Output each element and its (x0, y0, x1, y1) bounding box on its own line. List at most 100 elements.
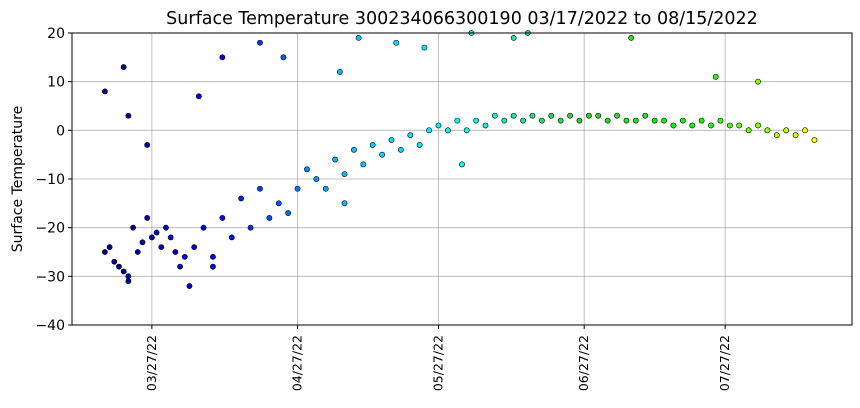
data-point (802, 127, 808, 134)
data-point (510, 34, 517, 41)
data-point (106, 244, 113, 251)
x-axis-ticks: 03/27/22 04/27/22 05/27/22 06/27/22 07/27/22 (144, 325, 732, 391)
data-point (341, 171, 348, 178)
chart-title: Surface Temperature 300234066300190 03/1… (166, 9, 758, 29)
data-point (228, 234, 235, 241)
data-point (745, 127, 752, 134)
data-point (219, 54, 226, 61)
data-point (388, 137, 395, 143)
data-point (148, 234, 155, 241)
data-point (529, 112, 536, 119)
data-point (125, 112, 132, 119)
data-point (473, 117, 479, 124)
grid-lines (72, 32, 852, 326)
data-point (360, 161, 367, 168)
y-tick-label: 10 (47, 75, 65, 91)
data-point (628, 34, 635, 41)
data-point (200, 224, 207, 231)
data-point (670, 122, 677, 129)
data-point (266, 215, 273, 221)
data-point (632, 117, 639, 124)
y-tick-label: −10 (35, 172, 65, 188)
data-point (393, 39, 400, 46)
data-point (510, 112, 517, 119)
data-point (134, 249, 141, 255)
data-point (416, 142, 423, 148)
data-point (501, 117, 508, 124)
data-point (764, 127, 771, 134)
data-point (257, 39, 263, 46)
data-point (651, 117, 658, 124)
data-point (111, 258, 118, 265)
data-point (195, 93, 202, 100)
y-tick-label: −20 (35, 221, 65, 237)
data-point (219, 215, 226, 221)
data-point (679, 117, 686, 124)
y-axis-ticks: −40 −30 −20 −10 0 10 20 (35, 26, 72, 334)
data-point (341, 200, 348, 207)
data-points (101, 30, 818, 289)
data-point (755, 78, 761, 85)
data-point (285, 210, 292, 216)
data-point (459, 161, 465, 168)
y-tick-label: 20 (47, 26, 65, 42)
data-point (689, 122, 696, 129)
x-tick-label: 04/27/22 (290, 335, 305, 391)
data-point (567, 112, 573, 119)
data-point (698, 117, 705, 124)
data-point (144, 142, 151, 148)
data-point (811, 137, 818, 143)
data-point (351, 146, 357, 153)
data-point (332, 156, 339, 163)
data-point (445, 127, 451, 134)
data-point (210, 253, 216, 260)
data-point (238, 195, 245, 202)
data-point (614, 112, 620, 119)
data-point (642, 112, 649, 119)
data-point (548, 112, 555, 119)
data-point (557, 117, 564, 124)
data-point (191, 244, 198, 251)
data-point (426, 127, 433, 134)
data-point (520, 117, 526, 124)
x-tick-label: 07/27/22 (717, 335, 732, 391)
data-point (247, 224, 254, 231)
data-point (125, 278, 132, 285)
data-point (186, 283, 193, 289)
data-point (792, 132, 799, 139)
data-point (313, 176, 320, 182)
y-tick-label: −30 (35, 269, 65, 285)
data-point (153, 229, 160, 236)
data-point (708, 122, 714, 129)
y-axis-label: Surface Temperature (10, 106, 26, 252)
data-point (336, 69, 343, 75)
data-point (604, 117, 611, 124)
x-tick-label: 05/27/22 (431, 335, 446, 391)
data-point (144, 215, 151, 221)
data-point (463, 127, 470, 134)
data-point (294, 185, 301, 192)
data-point (120, 64, 127, 70)
data-point (275, 200, 282, 207)
data-point (130, 224, 136, 231)
data-point (726, 122, 733, 129)
data-point (116, 263, 122, 270)
data-point (101, 88, 108, 95)
data-point (538, 117, 545, 124)
data-point (177, 263, 183, 270)
data-point (369, 142, 376, 148)
data-point (585, 112, 592, 119)
data-point (163, 224, 169, 231)
data-point (623, 117, 630, 124)
data-point (712, 73, 719, 80)
data-point (379, 151, 386, 158)
data-point (482, 122, 489, 129)
data-point (595, 112, 602, 119)
data-point (717, 117, 724, 124)
data-point (322, 185, 329, 192)
data-point (257, 185, 263, 192)
data-point (398, 146, 404, 153)
data-point (172, 249, 179, 255)
data-point (125, 273, 132, 280)
